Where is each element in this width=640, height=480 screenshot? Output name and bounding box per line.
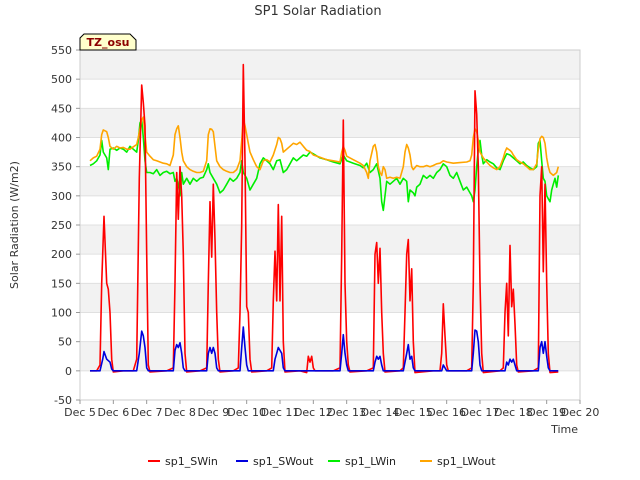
x-tick-label: Dec 7: [131, 406, 163, 419]
plot-band: [80, 195, 580, 225]
chart-title: SP1 Solar Radiation: [254, 4, 381, 19]
plot-band: [80, 254, 580, 284]
y-tick-label: 350: [51, 161, 72, 174]
plot-band: [80, 108, 580, 138]
legend-label-sp1_LWin: sp1_LWin: [345, 455, 396, 468]
plot-band: [80, 137, 580, 167]
plot-band: [80, 283, 580, 313]
plot-band: [80, 79, 580, 109]
y-tick-label: 500: [51, 73, 72, 86]
plot-band: [80, 166, 580, 196]
plot-band: [80, 225, 580, 255]
x-tick-label: Dec 10: [227, 406, 266, 419]
y-tick-label: 100: [51, 307, 72, 320]
series-line-sp1_SWout: [90, 326, 559, 372]
site-tag: TZ_osu: [79, 33, 137, 51]
x-tick-label: Dec 16: [427, 406, 466, 419]
x-tick-label: Dec 9: [197, 406, 229, 419]
series-line-sp1_SWin: [90, 63, 559, 374]
x-tick-label: Dec 14: [361, 406, 400, 419]
plot-band: [80, 312, 580, 342]
x-tick-label: Dec 19: [527, 406, 566, 419]
y-tick-label: 450: [51, 102, 72, 115]
y-axis-ticks: -50 0 50 100 150 200 250 300 350 400 450 500 550: [51, 44, 80, 407]
x-tick-label: Dec 11: [261, 406, 300, 419]
series-line-sp1_LWout: [89, 116, 560, 180]
legend-label-sp1_LWout: sp1_LWout: [437, 455, 496, 468]
x-tick-label: Dec 15: [394, 406, 433, 419]
y-tick-label: 250: [51, 219, 72, 232]
x-tick-label: Dec 17: [461, 406, 500, 419]
plot-band: [80, 50, 580, 80]
x-tick-label: Dec 18: [494, 406, 533, 419]
y-tick-label: 200: [51, 248, 72, 261]
y-tick-label: 0: [65, 365, 72, 378]
legend-label-sp1_SWin: sp1_SWin: [165, 455, 218, 468]
x-axis-title: Time: [550, 423, 578, 436]
x-tick-label: Dec 6: [97, 406, 129, 419]
plot-band: [80, 370, 580, 400]
y-tick-label: 50: [58, 336, 72, 349]
series-layer: [89, 63, 560, 374]
plot-band: [80, 341, 580, 371]
x-tick-label: Dec 8: [164, 406, 196, 419]
y-tick-label: -50: [54, 394, 72, 407]
legend-label-sp1_SWout: sp1_SWout: [253, 455, 314, 468]
x-tick-label: Dec 13: [327, 406, 366, 419]
x-tick-label: Dec 20: [561, 406, 600, 419]
plot-background-bands: [80, 50, 580, 400]
y-tick-label: 550: [51, 44, 72, 57]
y-tick-label: 300: [51, 190, 72, 203]
y-tick-label: 150: [51, 277, 72, 290]
y-axis-title: Solar Radiation (W/m2): [8, 161, 21, 289]
x-tick-label: Dec 12: [294, 406, 333, 419]
legend: sp1_SWin sp1_SWout sp1_LWin sp1_LWout: [148, 455, 496, 468]
site-tag-label: TZ_osu: [87, 36, 130, 49]
y-tick-label: 400: [51, 132, 72, 145]
x-tick-label: Dec 5: [64, 406, 96, 419]
